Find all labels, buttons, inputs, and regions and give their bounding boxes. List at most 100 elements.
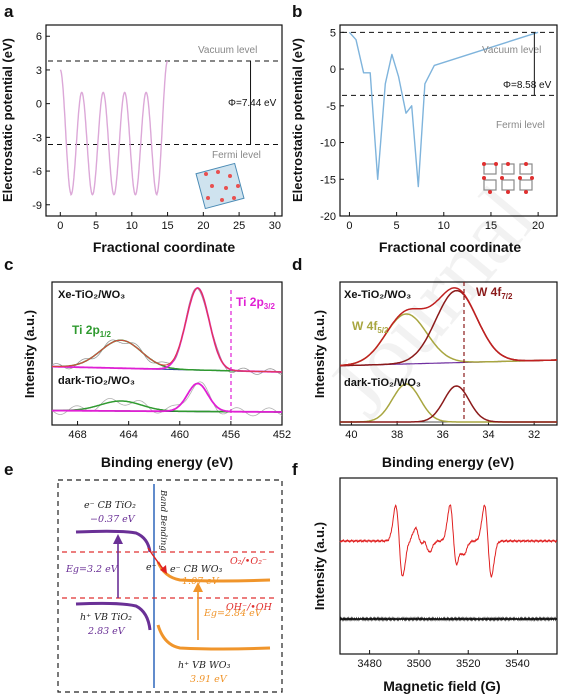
a-y-tick-label: 0 <box>36 99 42 111</box>
xps-envelope-ti-xe <box>52 287 282 373</box>
peak-label-w52: W 4f5/2 <box>352 319 389 335</box>
cb-wo3-label: e⁻ CB WO₃ <box>170 564 222 575</box>
series-label-d1: Xe-TiO₂/WO₃ <box>344 289 411 301</box>
series-label-c1: Xe-TiO₂/WO₃ <box>58 289 125 301</box>
panel-label-b: b <box>292 2 303 21</box>
a-y-tick-label: -3 <box>32 132 42 144</box>
b-x-tick-label: 10 <box>438 220 450 232</box>
vb-tio2-value: 2.83 eV <box>87 626 126 637</box>
xps-envelope-w-xe <box>340 287 557 367</box>
x-axis-label-c: Binding energy (eV) <box>101 454 233 470</box>
b-y-tick-label: -10 <box>320 138 336 150</box>
a-x-tick-label: 15 <box>161 220 173 232</box>
peak-label-w72: W 4f7/2 <box>476 285 513 301</box>
x-axis-label-a: Fractional coordinate <box>93 239 236 255</box>
phi-label-a: Φ=7.44 eV <box>228 98 277 109</box>
x-axis-label-d: Binding energy (eV) <box>382 454 514 470</box>
y-axis-label-a: Electrostatic potential (eV) <box>0 38 15 202</box>
eg-arrowhead-wo3 <box>193 582 203 592</box>
f-x-tick-label: 3500 <box>407 658 431 670</box>
potential-curve-a <box>59 60 169 197</box>
crystal-structure-a <box>195 162 245 210</box>
y-axis-label-d: Intensity (a.u.) <box>312 310 327 398</box>
peak-label-ti12: Ti 2p1/2 <box>72 323 111 339</box>
a-x-tick-label: 20 <box>197 220 209 232</box>
vb-wo3-value: 3.91 eV <box>190 674 228 685</box>
vb-wo3-label: h⁺ VB WO₃ <box>178 660 231 671</box>
tio2-vb-band <box>75 601 152 631</box>
vacuum-label-b: Vacuum level <box>482 45 541 56</box>
plot-frame-d <box>339 281 558 426</box>
fermi-label-a: Fermi level <box>212 150 261 161</box>
a-x-tick-label: 10 <box>126 220 138 232</box>
b-x-tick-label: 5 <box>394 220 400 232</box>
a-y-tick-label: -9 <box>32 200 42 212</box>
f-x-tick-label: 3480 <box>357 658 381 670</box>
d-x-tick-label: 32 <box>528 429 540 441</box>
eg-arrowhead-tio2 <box>113 534 123 544</box>
cb-wo3-value: 1.07 eV <box>182 576 220 587</box>
d-x-tick-label: 40 <box>345 429 357 441</box>
plot-frame-a <box>45 24 283 217</box>
epr-curve-dark <box>339 616 558 622</box>
c-x-tick-label: 456 <box>222 429 240 441</box>
y-axis-label-f: Intensity (a.u.) <box>312 522 327 610</box>
panel-label-a: a <box>4 2 14 21</box>
y-axis-label-c: Intensity (a.u.) <box>22 310 37 398</box>
xps-fit-ti32-dark <box>52 382 282 413</box>
b-y-tick-label: -15 <box>320 174 336 186</box>
peak-label-ti32: Ti 2p3/2 <box>236 295 275 311</box>
a-x-tick-label: 0 <box>57 220 63 232</box>
plot-frame-b <box>339 24 558 217</box>
y-axis-label-b: Electrostatic potential (eV) <box>290 38 305 202</box>
eg-wo3-label: Eg=2.84 eV <box>203 608 263 619</box>
wo3-vb-band <box>156 624 271 651</box>
panel-c-chart: 468 464 460 456 452 Xe-TiO₂/WO₃ dark-TiO₂/WO… <box>22 281 291 470</box>
b-x-tick-label: 20 <box>532 220 544 232</box>
f-x-tick-label: 3520 <box>456 658 480 670</box>
vacuum-label-a: Vacuum level <box>198 45 257 56</box>
crystal-structure-b <box>482 162 534 194</box>
band-bending-label: Band Bending <box>158 489 168 551</box>
c-x-tick-label: 452 <box>273 429 291 441</box>
oh-couple-label: OH⁻/•OH <box>226 602 273 613</box>
b-y-tick-label: 5 <box>330 27 336 39</box>
c-x-tick-label: 464 <box>119 429 137 441</box>
series-label-c2: dark-TiO₂/WO₃ <box>58 375 135 387</box>
b-y-tick-label: 0 <box>330 64 336 76</box>
d-x-tick-label: 38 <box>391 429 403 441</box>
electron-symbol: e⁻ <box>146 562 157 573</box>
d-x-tick-label: 34 <box>482 429 494 441</box>
b-y-tick-label: -5 <box>326 101 336 113</box>
d-x-tick-label: 36 <box>437 429 449 441</box>
panel-label-e: e <box>4 460 14 479</box>
eg-tio2-label: Eg=3.2 eV <box>65 564 119 575</box>
cb-tio2-value: −0.37 eV <box>90 514 136 525</box>
fermi-label-b: Fermi level <box>496 120 545 131</box>
c-x-tick-label: 460 <box>171 429 189 441</box>
a-x-tick-label: 30 <box>269 220 281 232</box>
a-x-tick-label: 25 <box>233 220 245 232</box>
diagram-frame-e <box>57 479 283 693</box>
series-label-d2: dark-TiO₂/WO₃ <box>344 377 421 389</box>
electron-transfer-arrowhead <box>160 565 167 574</box>
cb-tio2-label: e⁻ CB TiO₂ <box>84 500 136 511</box>
panel-d-chart: 40 38 36 34 32 Xe-TiO₂/WO₃ dark-TiO₂/WO₃ W 4… <box>312 281 558 470</box>
phi-label-b: Φ=8.58 eV <box>503 80 552 91</box>
panel-label-c: c <box>4 255 14 274</box>
a-x-tick-label: 5 <box>93 220 99 232</box>
panel-e-diagram: Band Bending e⁻ CB TiO₂ −0.37 eV e⁻ CB W… <box>57 479 283 693</box>
tio2-cb-band <box>75 529 152 553</box>
b-y-tick-label: -20 <box>320 211 336 223</box>
panel-label-f: f <box>292 460 298 479</box>
potential-curve-b <box>348 31 539 188</box>
plot-frame-f <box>339 477 558 655</box>
vb-tio2-label: h⁺ VB TiO₂ <box>80 612 132 623</box>
plot-frame-c <box>51 281 283 426</box>
xps-fit-w72-dark <box>340 385 557 423</box>
x-axis-label-f: Magnetic field (G) <box>383 678 500 694</box>
a-y-tick-label: 3 <box>36 65 42 77</box>
f-x-tick-label: 3540 <box>505 658 529 670</box>
